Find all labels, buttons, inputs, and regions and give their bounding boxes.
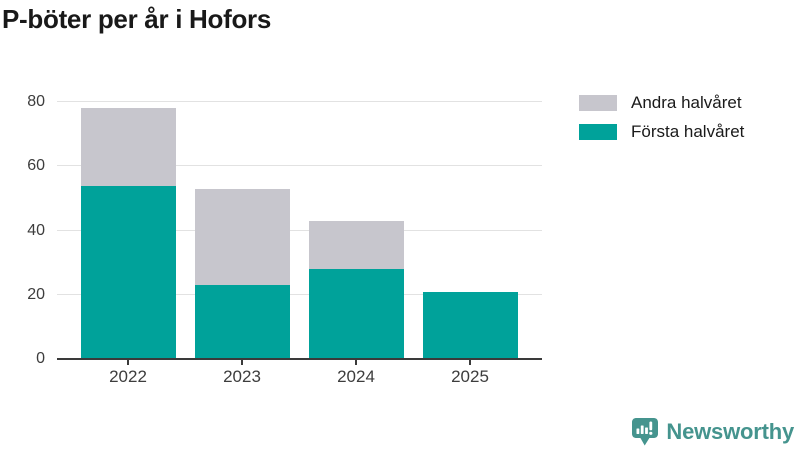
bar-segment xyxy=(80,108,176,186)
bar-segment xyxy=(80,185,176,359)
y-tick-label: 0 xyxy=(36,350,45,367)
y-tick-label: 80 xyxy=(27,93,45,110)
bar-segment xyxy=(194,285,290,359)
gridline-40 xyxy=(57,229,542,231)
legend-label: Andra halvåret xyxy=(631,93,742,112)
x-tick-mark xyxy=(469,360,471,365)
newsworthy-icon xyxy=(632,418,659,446)
legend-item: Första halvåret xyxy=(579,122,744,142)
x-tick-label: 2025 xyxy=(451,367,489,386)
newsworthy-wordmark: Newsworthy xyxy=(666,419,794,444)
x-tick-label: 2023 xyxy=(223,367,261,386)
y-tick-label: 20 xyxy=(27,285,45,303)
legend-swatch xyxy=(579,124,617,140)
bar-segment xyxy=(308,220,404,270)
x-tick-mark xyxy=(241,360,243,365)
legend-item: Andra halvåret xyxy=(579,93,744,113)
gridline-80 xyxy=(57,101,542,102)
legend: Andra halvåret Första halvåret xyxy=(579,93,744,151)
bar-segment xyxy=(194,188,290,286)
x-axis-line xyxy=(57,357,542,360)
legend-label: Första halvåret xyxy=(631,122,745,141)
plot-area xyxy=(57,101,542,365)
x-tick-mark xyxy=(127,360,129,365)
gridline-60 xyxy=(57,165,542,167)
y-tick-label: 40 xyxy=(27,221,45,239)
bar-segment xyxy=(308,269,404,359)
bar-segment xyxy=(422,291,518,359)
chart-title: P-böter per år i Hofors xyxy=(2,4,272,34)
x-tick-mark xyxy=(355,360,357,365)
legend-swatch xyxy=(579,95,617,111)
x-tick-label: 2024 xyxy=(337,367,375,386)
x-tick-label: 2022 xyxy=(109,367,147,386)
y-tick-label: 60 xyxy=(27,157,45,175)
newsworthy-logo: Newsworthy xyxy=(631,417,794,447)
gridline-20 xyxy=(57,293,542,295)
